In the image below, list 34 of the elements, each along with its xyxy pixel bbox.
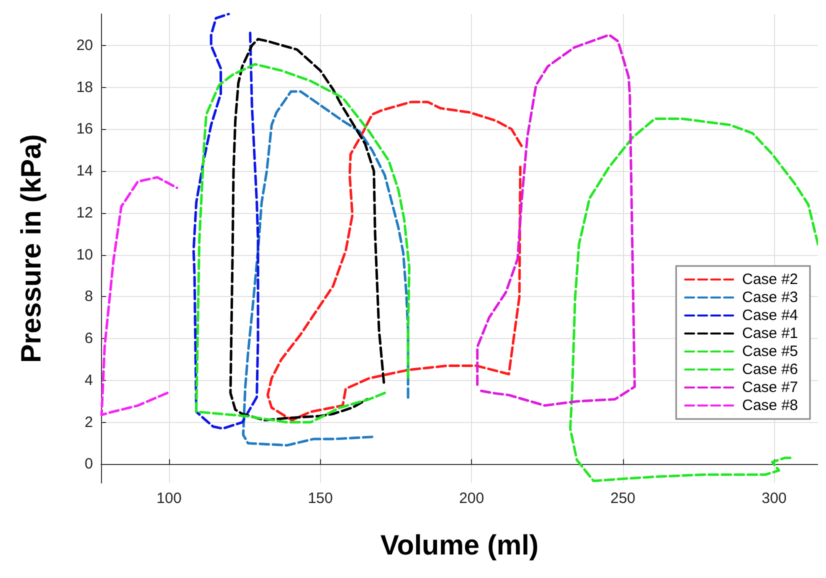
y-tick-label: 8 [84, 288, 93, 306]
y-axis-title: Pressure in (kPa) [16, 134, 46, 363]
y-tick-label: 12 [76, 204, 93, 222]
legend-label: Case #8 [742, 397, 798, 414]
y-tick-label: 16 [76, 120, 93, 138]
line-series [242, 90, 410, 447]
y-tick-label: 14 [76, 162, 93, 180]
line-series [100, 176, 178, 416]
line-series [568, 117, 818, 482]
line-series [229, 38, 386, 422]
y-tick-label: 0 [84, 456, 93, 473]
line-series [195, 63, 411, 424]
line-series [192, 12, 260, 430]
x-tick-label: 100 [156, 490, 182, 507]
x-tick-label: 150 [308, 490, 333, 507]
legend-label: Case #7 [742, 379, 798, 396]
legend-label: Case #6 [742, 361, 798, 378]
legend-label: Case #4 [742, 307, 798, 324]
x-axis-title: Volume (ml) [380, 530, 539, 560]
x-tick-label: 250 [610, 490, 636, 507]
legend-label: Case #2 [742, 271, 798, 288]
x-tick-label: 200 [459, 490, 484, 507]
y-tick-label: 4 [84, 372, 93, 389]
y-tick-label: 18 [76, 78, 93, 96]
legend-label: Case #1 [742, 325, 798, 342]
legend-label: Case #3 [742, 289, 798, 306]
y-tick-label: 2 [84, 414, 93, 431]
y-tick-label: 20 [76, 36, 93, 54]
legend-label: Case #5 [742, 343, 798, 360]
y-tick-label: 10 [76, 246, 93, 264]
line-series [266, 100, 523, 422]
y-tick-label: 6 [84, 330, 93, 348]
line-series [476, 34, 636, 407]
x-tick-label: 300 [762, 490, 787, 507]
